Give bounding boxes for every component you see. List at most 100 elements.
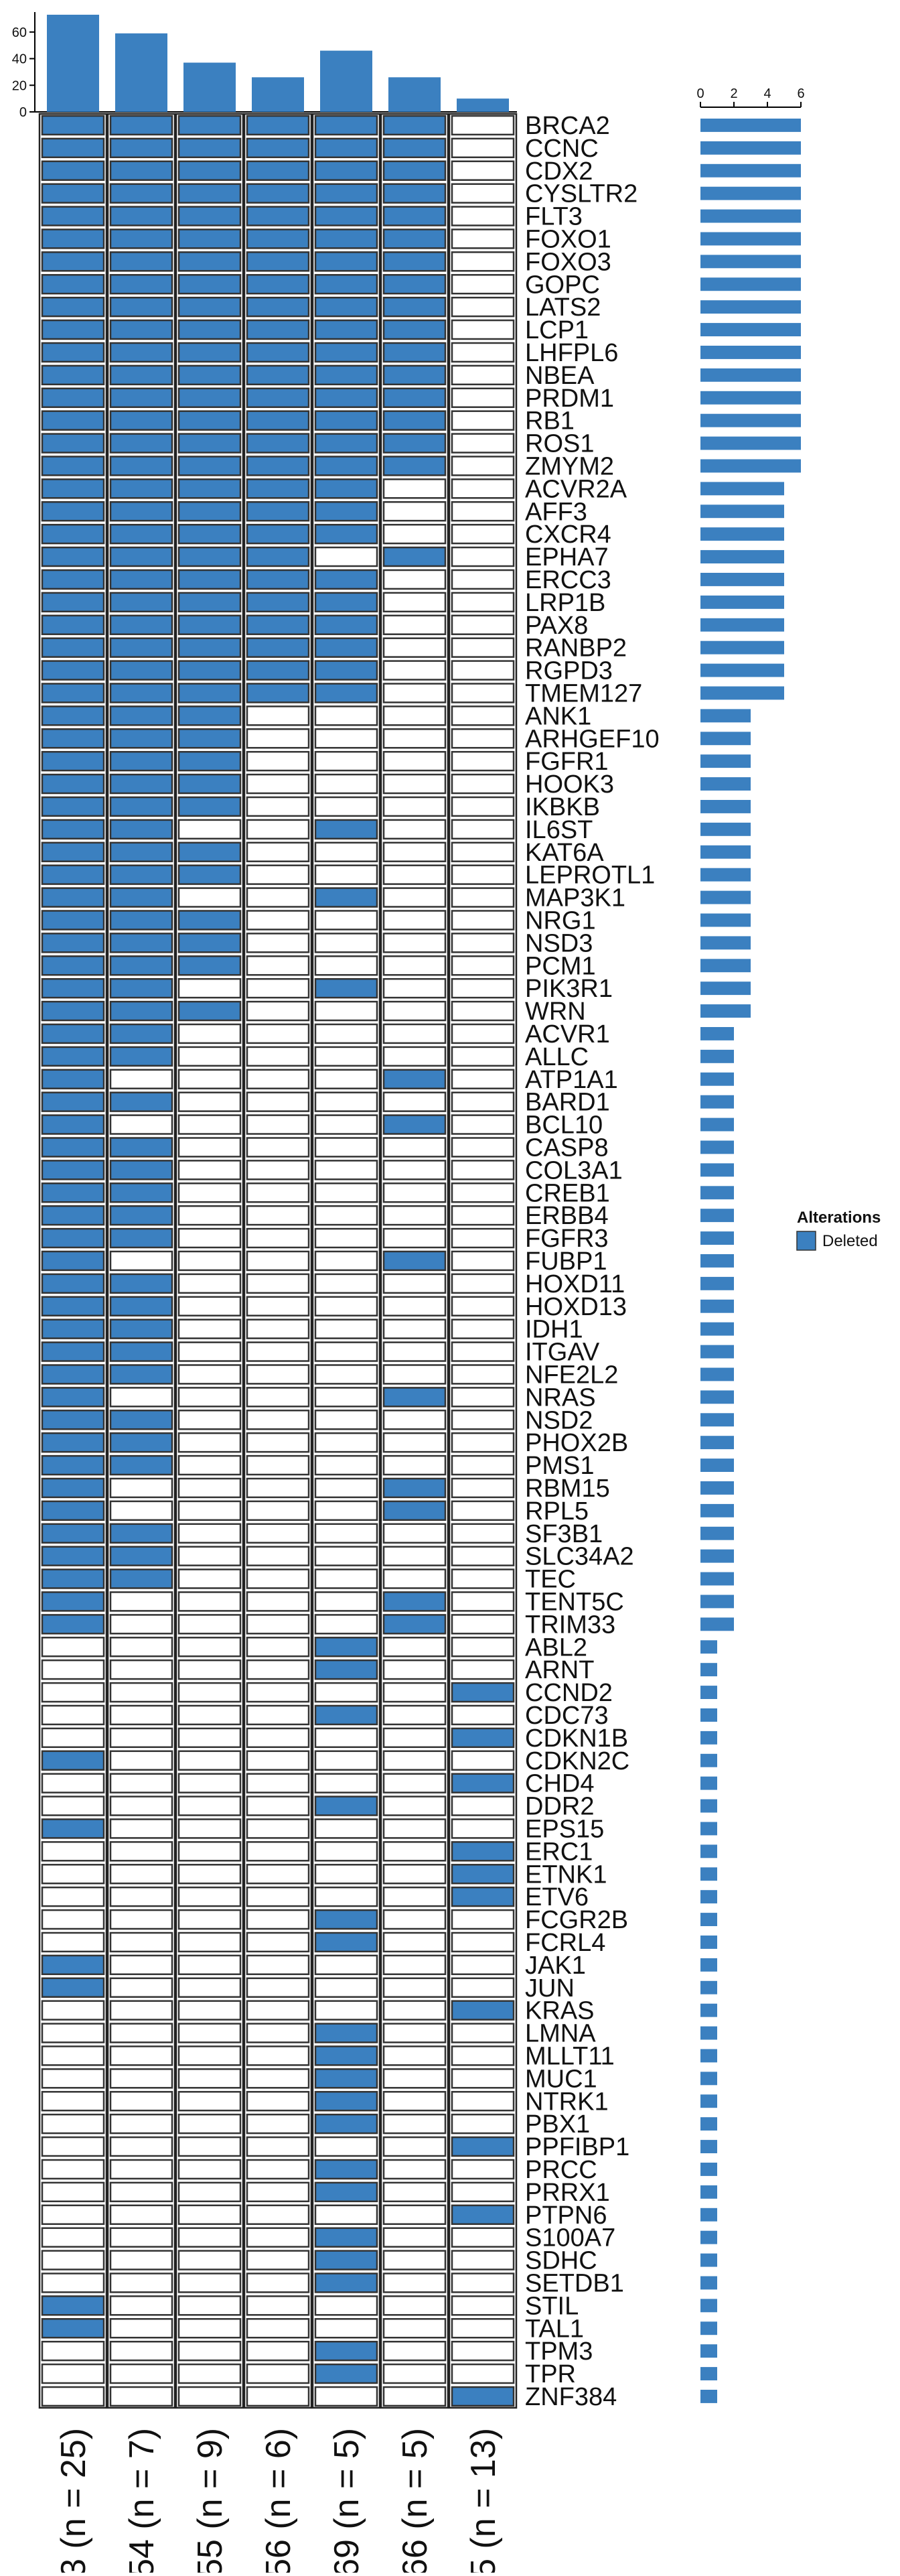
gene-label: RGPD3 xyxy=(525,657,613,685)
heatmap-cell xyxy=(382,2386,447,2407)
heatmap-cell xyxy=(177,614,242,635)
heatmap-cell xyxy=(382,2068,447,2089)
right-bar xyxy=(700,868,751,882)
heatmap-cell xyxy=(314,2045,378,2066)
gene-label: EPS15 xyxy=(525,1815,604,1843)
gene-label: RPL5 xyxy=(525,1497,589,1526)
gene-label: SDHC xyxy=(525,2247,597,2275)
gene-label: NSD2 xyxy=(525,1406,593,1434)
right-bar xyxy=(700,277,801,291)
gene-label: SLC34A2 xyxy=(525,1543,634,1571)
heatmap-cell xyxy=(109,1500,173,1521)
heatmap-cell xyxy=(314,592,378,613)
gene-label: RANBP2 xyxy=(525,634,627,663)
heatmap-cell xyxy=(382,1682,447,1703)
heatmap-cell xyxy=(451,1864,515,1885)
heatmap-cell xyxy=(246,2159,310,2180)
heatmap-cell xyxy=(382,1182,447,1203)
heatmap-cell xyxy=(109,2045,173,2066)
heatmap-cell xyxy=(177,1318,242,1339)
right-bar xyxy=(700,346,801,359)
heatmap-cell xyxy=(451,864,515,885)
gene-label: PRDM1 xyxy=(525,385,614,413)
heatmap-cell xyxy=(314,1160,378,1180)
heatmap-cell xyxy=(451,410,515,431)
heatmap-cell xyxy=(41,1454,105,1476)
right-bar xyxy=(700,1209,734,1223)
gene-label: NRG1 xyxy=(525,906,596,935)
gene-label: PRRX1 xyxy=(525,2179,610,2207)
heatmap-cell xyxy=(451,523,515,545)
heatmap-cell xyxy=(246,410,310,431)
heatmap-cell xyxy=(109,206,173,226)
heatmap-cell xyxy=(246,683,310,703)
heatmap-cell xyxy=(41,1568,105,1589)
heatmap-cell xyxy=(41,1387,105,1408)
heatmap-cell xyxy=(246,1341,310,1362)
heatmap-cell xyxy=(314,1046,378,1067)
heatmap-cell xyxy=(109,1750,173,1771)
heatmap-cell xyxy=(314,2386,378,2407)
gene-label: ERBB4 xyxy=(525,1202,609,1230)
heatmap-cell xyxy=(314,1546,378,1566)
right-bar xyxy=(700,1708,717,1722)
heatmap-cell xyxy=(41,1341,105,1362)
heatmap-cell xyxy=(41,2181,105,2203)
gene-label: STIL xyxy=(525,2292,579,2320)
heatmap-cell xyxy=(177,319,242,340)
right-bar xyxy=(700,1367,734,1381)
heatmap-cell xyxy=(177,2181,242,2203)
heatmap-cell xyxy=(41,206,105,226)
heatmap-cell xyxy=(314,1273,378,1294)
heatmap-cell xyxy=(177,251,242,272)
heatmap-cell xyxy=(109,2068,173,2089)
heatmap-cell xyxy=(382,1454,447,1476)
right-bar xyxy=(700,595,784,609)
heatmap-cell xyxy=(451,1069,515,1089)
heatmap-cell xyxy=(177,387,242,408)
heatmap-cell xyxy=(177,1659,242,1680)
heatmap-cell xyxy=(41,705,105,726)
heatmap-cell xyxy=(109,1591,173,1612)
heatmap-cell xyxy=(109,1137,173,1158)
gene-label: MLLT11 xyxy=(525,2042,615,2070)
heatmap-cell xyxy=(246,1387,310,1408)
right-bar xyxy=(700,845,751,859)
heatmap-cell xyxy=(41,2363,105,2384)
heatmap-cell xyxy=(246,342,310,363)
heatmap-cell xyxy=(177,2295,242,2316)
legend-label-deleted: Deleted xyxy=(822,1232,878,1250)
heatmap-cell xyxy=(451,296,515,318)
heatmap-cell xyxy=(109,2091,173,2112)
gene-label: COL3A1 xyxy=(525,1156,623,1184)
heatmap-cell xyxy=(246,1205,310,1226)
heatmap-cell xyxy=(246,887,310,908)
heatmap-cell xyxy=(41,887,105,908)
heatmap-cell xyxy=(246,2113,310,2134)
heatmap-cell xyxy=(41,115,105,136)
gene-label: PHOX2B xyxy=(525,1429,628,1457)
heatmap-cell xyxy=(382,2000,447,2021)
heatmap-cell xyxy=(177,1137,242,1158)
gene-label: IDH1 xyxy=(525,1316,583,1344)
right-bar xyxy=(700,1958,717,1972)
right-bar xyxy=(700,2117,717,2131)
heatmap-cell xyxy=(314,523,378,545)
heatmap-cell xyxy=(314,160,378,181)
heatmap-cell xyxy=(314,2295,378,2316)
heatmap-cell xyxy=(109,1410,173,1430)
heatmap-cell xyxy=(382,683,447,703)
heatmap-cell xyxy=(314,773,378,795)
heatmap-cell xyxy=(177,2273,242,2293)
heatmap-cell xyxy=(451,1523,515,1544)
right-bar xyxy=(700,1322,734,1336)
heatmap-cell xyxy=(177,2204,242,2225)
heatmap-cell xyxy=(177,2000,242,2021)
right-bar xyxy=(700,413,801,427)
heatmap-cell xyxy=(177,160,242,181)
heatmap-cell xyxy=(246,228,310,249)
heatmap-cell xyxy=(382,1818,447,1839)
heatmap-cell xyxy=(382,2204,447,2225)
heatmap-cell xyxy=(177,1205,242,1226)
heatmap-cell xyxy=(109,1795,173,1816)
